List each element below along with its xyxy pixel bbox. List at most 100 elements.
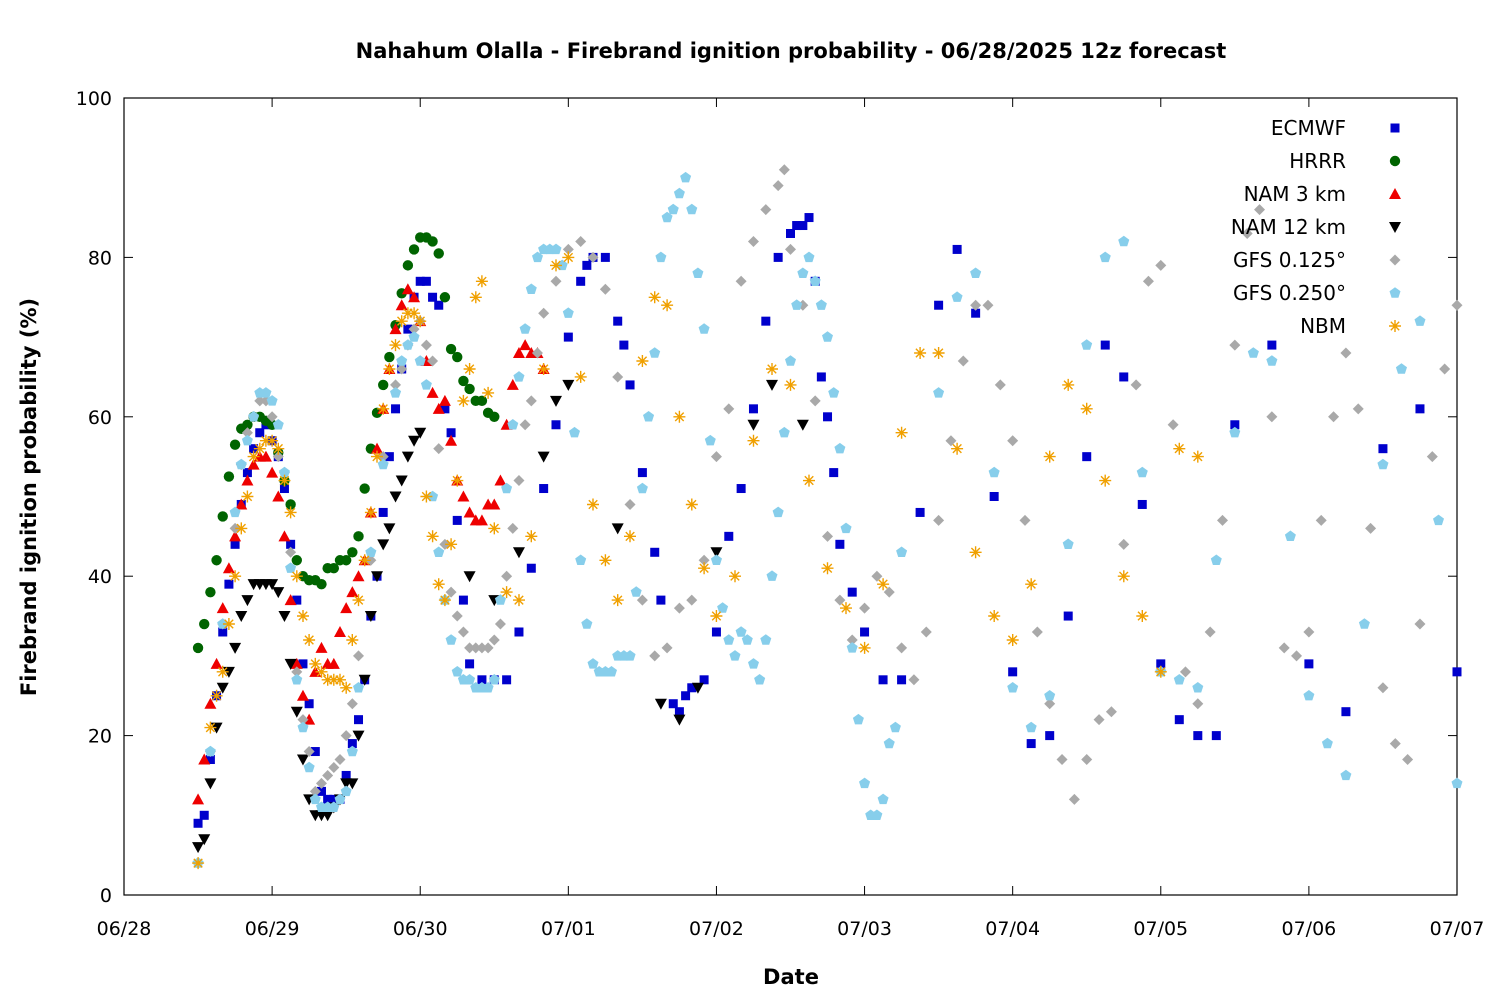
data-point [285, 546, 297, 558]
data-point [439, 292, 451, 303]
data-point [359, 483, 370, 494]
plot-area-border [123, 97, 1458, 896]
data-point [846, 634, 858, 646]
data-point [723, 403, 735, 415]
data-point [747, 419, 760, 431]
data-point [210, 657, 223, 669]
data-point [797, 267, 809, 278]
data-point [988, 610, 1001, 622]
data-point [823, 412, 833, 422]
data-point [340, 681, 353, 694]
data-point [475, 514, 488, 526]
data-point [526, 563, 536, 573]
data-point [501, 570, 513, 582]
data-point [761, 316, 771, 326]
data-point [260, 387, 272, 398]
data-point [673, 602, 685, 614]
data-point [1156, 659, 1166, 669]
y-tick-label: 100 [76, 88, 112, 110]
data-point [575, 554, 587, 565]
data-point [377, 539, 390, 551]
data-point [1025, 578, 1038, 591]
data-point [205, 586, 216, 598]
data-point [674, 707, 684, 717]
data-point [889, 721, 901, 733]
data-point [364, 506, 377, 519]
data-point [291, 674, 303, 685]
data-point [587, 498, 599, 511]
data-point [772, 180, 784, 192]
data-point [328, 563, 340, 574]
data-point [235, 522, 248, 535]
data-point [816, 372, 826, 382]
data-point [1105, 706, 1117, 718]
data-point [1439, 363, 1451, 375]
data-point [519, 323, 531, 334]
data-point [315, 641, 328, 653]
data-point [587, 658, 599, 669]
data-point [519, 339, 532, 351]
data-point [1056, 754, 1068, 766]
data-point [352, 570, 365, 582]
data-point [446, 428, 456, 438]
data-point [284, 658, 297, 670]
y-tick-label: 0 [100, 885, 112, 907]
data-point [433, 546, 445, 557]
data-point [222, 562, 235, 574]
series-6 [192, 251, 1204, 870]
data-point [198, 753, 211, 765]
data-point [1415, 404, 1425, 414]
data-point [463, 363, 476, 375]
data-point [1008, 667, 1018, 677]
data-point [952, 244, 962, 254]
data-point [420, 490, 433, 503]
data-point [241, 427, 253, 439]
data-point [858, 641, 871, 654]
data-point [525, 395, 537, 407]
data-point [414, 427, 427, 439]
data-point [266, 434, 279, 447]
data-point [611, 594, 624, 607]
data-point [1452, 667, 1462, 677]
data-point [803, 251, 815, 263]
data-point [352, 730, 365, 742]
data-point [494, 474, 507, 486]
data-point [1193, 731, 1203, 741]
data-point [648, 291, 661, 304]
data-point [371, 450, 383, 463]
data-point [272, 490, 285, 502]
x-axis-label: Date [763, 965, 819, 989]
data-point [840, 522, 852, 534]
data-point [934, 300, 944, 310]
data-point [1229, 339, 1241, 351]
data-point [1130, 379, 1142, 391]
data-point [377, 458, 389, 470]
data-point [377, 379, 389, 391]
legend-marker [1389, 188, 1401, 199]
data-point [1315, 514, 1327, 526]
data-point [1068, 793, 1080, 805]
data-point [970, 267, 982, 278]
x-tick-label: 07/02 [689, 918, 744, 940]
data-point [1328, 411, 1340, 423]
data-point [1179, 666, 1191, 678]
data-point [457, 394, 470, 407]
data-point [285, 562, 297, 573]
legend-label: NAM 3 km [1244, 182, 1346, 206]
data-point [290, 657, 303, 669]
data-point [297, 714, 309, 726]
data-point [303, 761, 315, 773]
data-point [434, 300, 444, 310]
data-point [433, 248, 444, 259]
data-point [501, 482, 513, 494]
data-point [249, 444, 259, 454]
data-point [772, 506, 784, 518]
data-point [969, 546, 982, 559]
data-point [235, 498, 248, 510]
data-point [340, 730, 352, 742]
data-point [488, 634, 500, 646]
data-point [581, 618, 593, 629]
data-point [766, 570, 778, 581]
data-point [650, 547, 660, 557]
data-point [636, 594, 648, 606]
